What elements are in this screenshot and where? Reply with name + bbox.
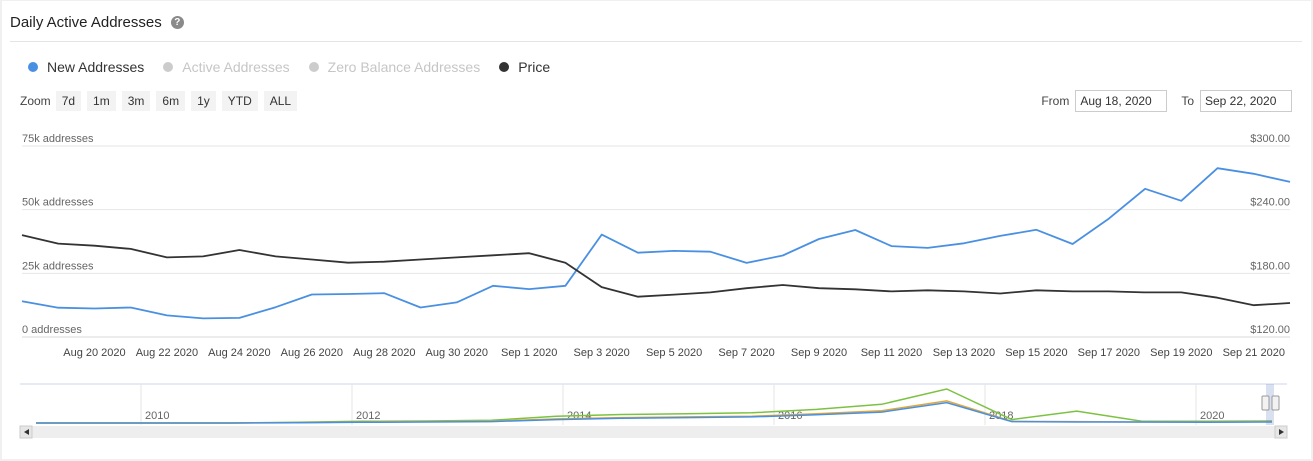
legend-item-active-addresses[interactable]: Active Addresses <box>163 59 290 75</box>
legend-label: Active Addresses <box>182 59 290 75</box>
y-right-tick-label: $120.00 <box>1250 324 1290 336</box>
zoom-all-button[interactable]: ALL <box>263 91 298 111</box>
legend-dot-icon <box>28 62 38 72</box>
navigator-year-label: 2010 <box>145 410 169 422</box>
navigator: 2010 2012 2014 2016 2018 2020 <box>19 383 1288 439</box>
navigator-series <box>36 401 1273 424</box>
zoom-1y-button[interactable]: 1y <box>191 91 216 111</box>
x-tick-label: Aug 22 2020 <box>136 347 198 359</box>
to-date-input[interactable] <box>1200 90 1292 112</box>
y-left-tick-label: 50k addresses <box>22 197 94 209</box>
navigator-selection[interactable] <box>1266 384 1274 425</box>
y-left-tick-label: 75k addresses <box>22 133 94 145</box>
x-axis: Aug 20 2020 Aug 22 2020 Aug 24 2020 Aug 26 … <box>63 347 1285 359</box>
x-tick-label: Sep 15 2020 <box>1005 347 1067 359</box>
series-line-price <box>21 234 1291 307</box>
navigator-scrollbar[interactable] <box>20 426 1287 438</box>
x-tick-label: Sep 13 2020 <box>933 347 995 359</box>
y-left-tick-label: 25k addresses <box>22 260 94 272</box>
date-range: From To <box>1041 90 1292 112</box>
y-axis-right: $120.00 $180.00 $240.00 $300.00 <box>1250 133 1290 336</box>
legend-label: New Addresses <box>47 59 145 75</box>
x-tick-label: Sep 9 2020 <box>791 347 847 359</box>
chart-header: Daily Active Addresses ? <box>10 10 184 34</box>
y-right-tick-label: $240.00 <box>1250 197 1290 209</box>
to-label: To <box>1181 94 1194 108</box>
zoom-7d-button[interactable]: 7d <box>55 91 82 111</box>
legend-dot-icon <box>163 62 174 72</box>
y-axis-left: 0 addresses 25k addresses 50k addresses 75k… <box>22 133 94 336</box>
scroll-left-arrow-icon <box>24 429 29 435</box>
scroll-right-arrow-icon <box>1279 429 1284 435</box>
legend: New Addresses Active Addresses Zero Bala… <box>28 59 569 75</box>
chart-title: Daily Active Addresses <box>10 13 162 31</box>
x-tick-label: Sep 7 2020 <box>718 347 774 359</box>
navigator-handle-left[interactable] <box>1261 395 1270 411</box>
zoom-3m-button[interactable]: 3m <box>121 91 151 111</box>
legend-label: Zero Balance Addresses <box>327 59 481 75</box>
grid <box>22 145 1290 338</box>
legend-item-new-addresses[interactable]: New Addresses <box>28 59 144 75</box>
x-tick-label: Sep 11 2020 <box>861 347 923 359</box>
x-tick-label: Sep 3 2020 <box>574 347 630 359</box>
y-left-tick-label: 0 addresses <box>22 324 82 336</box>
navigator-year-label: 2012 <box>356 410 380 422</box>
x-tick-label: Aug 30 2020 <box>426 347 488 359</box>
x-tick-label: Sep 19 2020 <box>1150 347 1212 359</box>
y-right-tick-label: $180.00 <box>1250 260 1290 272</box>
series-lines <box>21 167 1291 320</box>
navigator-handle-right[interactable] <box>1271 395 1280 411</box>
legend-label: Price <box>518 59 551 75</box>
series-line-new-addresses <box>21 167 1291 320</box>
legend-dot-icon <box>499 62 510 72</box>
legend-dot-icon <box>308 62 319 72</box>
zoom-6m-button[interactable]: 6m <box>156 91 186 111</box>
navigator-year-label: 2020 <box>1200 410 1224 422</box>
header-divider <box>10 41 1302 42</box>
x-tick-label: Sep 17 2020 <box>1078 347 1140 359</box>
x-tick-label: Sep 21 2020 <box>1223 347 1285 359</box>
navigator-year-label: 2018 <box>989 410 1013 422</box>
x-tick-label: Aug 20 2020 <box>63 347 125 359</box>
y-right-tick-label: $300.00 <box>1250 133 1290 145</box>
from-date-input[interactable] <box>1075 90 1168 112</box>
x-tick-label: Aug 26 2020 <box>281 347 343 359</box>
legend-item-zero-balance-addresses[interactable]: Zero Balance Addresses <box>308 59 481 75</box>
x-tick-label: Sep 5 2020 <box>646 347 702 359</box>
zoom-label: Zoom <box>20 94 51 108</box>
legend-item-price[interactable]: Price <box>499 59 550 75</box>
x-tick-label: Sep 1 2020 <box>501 347 557 359</box>
zoom-controls: Zoom 7d 1m 3m 6m 1y YTD ALL <box>20 91 303 111</box>
x-tick-label: Aug 24 2020 <box>208 347 270 359</box>
zoom-1m-button[interactable]: 1m <box>87 91 116 111</box>
x-tick-label: Aug 28 2020 <box>353 347 415 359</box>
question-circle-icon[interactable]: ? <box>170 15 184 29</box>
from-label: From <box>1041 94 1070 108</box>
zoom-ytd-button[interactable]: YTD <box>221 91 258 111</box>
